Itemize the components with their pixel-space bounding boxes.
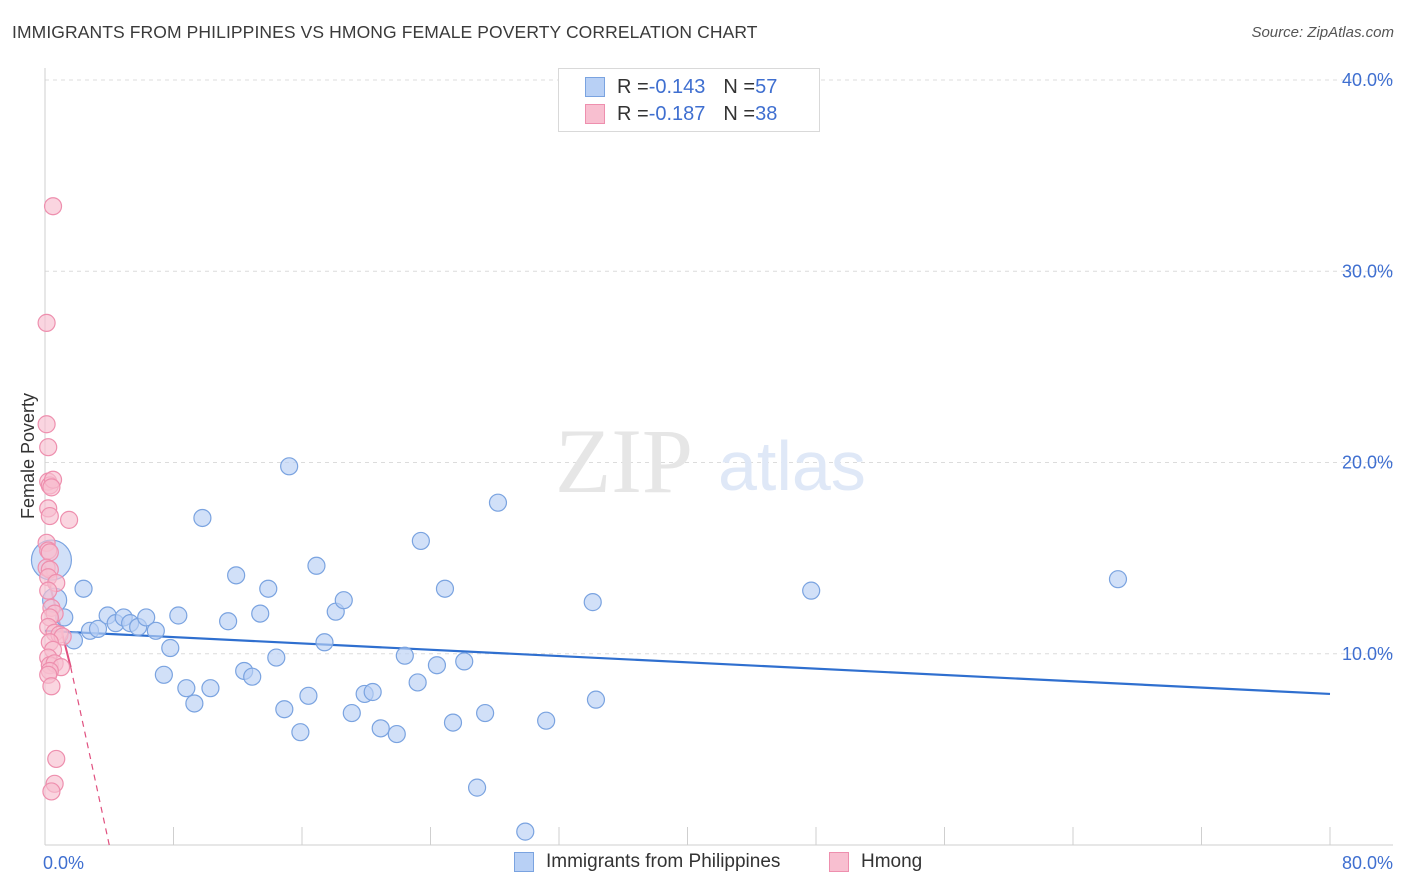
philippines-point [299,686,318,705]
philippines-point [259,579,278,598]
philippines-point [227,566,246,585]
philippines-point [280,457,299,476]
y-axis-label: Female Poverty [18,393,38,519]
n-label: N = [723,75,756,98]
philippines-point [137,608,156,627]
philippines-point [363,682,382,702]
philippines-point [586,690,606,709]
philippines-point [88,619,108,638]
philippines-point [516,822,535,841]
legend-item-hmong[interactable]: Hmong [829,851,922,873]
philippines-point [334,591,353,610]
philippines-legend-swatch [514,852,534,872]
tick-labels: 10.0% 20.0% 30.0% 40.0% 0.0% 80.0% [43,70,1393,873]
philippines-point [267,648,286,667]
philippines-point [371,719,390,738]
trend-lines [44,565,1331,846]
philippines-point [74,579,93,598]
legend-row-philippines: R = -0.143 N = 57 [585,75,777,99]
hmong-point [39,438,58,457]
philippines-point [387,724,406,744]
philippines-legend-label: Immigrants from Philippines [546,851,781,872]
philippines-point [169,606,188,625]
n-label: N = [723,102,756,125]
r-value-hmong: -0.187 [648,102,706,125]
philippines-point [395,646,414,665]
source-label: Source: ZipAtlas.com [1251,24,1394,41]
philippines-point [219,612,238,631]
philippines-point [161,638,180,658]
y-tick-label: 30.0% [1342,261,1393,281]
hmong-point [42,677,61,696]
philippines-trend-line [44,629,1331,696]
philippines-point [411,531,430,551]
hmong-point [40,506,59,526]
chart-title: IMMIGRANTS FROM PHILIPPINES VS HMONG FEM… [12,22,758,42]
n-value-philippines: 57 [755,75,778,98]
series-legend: Immigrants from Philippines Hmong [0,851,1406,879]
philippines-point [307,556,326,575]
hmong-point [37,313,56,332]
philippines-point [243,667,262,686]
philippines-point [476,703,495,723]
hmong-legend-swatch [829,852,849,872]
watermark-zip: ZIP [555,410,693,512]
x-tick-label-min: 0.0% [43,853,84,873]
stats-legend: R = -0.143 N = 57 R = -0.187 N = 38 [558,68,820,132]
hmong-legend-label: Hmong [861,851,923,872]
philippines-point [443,713,463,732]
philippines-point [408,673,427,692]
philippines-point [435,579,455,598]
philippines-point [467,778,487,797]
hmong-trend-extension [70,667,110,846]
philippines-point [251,604,270,623]
philippines-point [583,593,602,612]
philippines-point [291,723,310,742]
y-tick-label: 40.0% [1342,70,1393,90]
hmong-point [47,749,66,769]
hmong-point [39,581,58,600]
hmong-point [42,782,61,801]
hmong-point [40,543,59,562]
r-label: R = [617,75,649,98]
y-tick-label: 10.0% [1342,644,1393,664]
watermark-atlas: atlas [718,427,866,505]
x-tick-label-max: 80.0% [1342,853,1393,873]
philippines-point [193,508,212,528]
philippines-point [1108,570,1128,589]
r-label: R = [617,102,649,125]
philippines-point [177,679,196,698]
philippines-point [275,700,294,719]
data-points [30,197,1128,841]
hmong-point [42,478,61,497]
y-tick-label: 20.0% [1342,453,1393,473]
philippines-point [802,581,821,600]
philippines-point [146,621,165,640]
philippines-point [315,633,334,652]
philippines-point [342,703,361,723]
grid-lines [45,79,1393,655]
hmong-point [37,415,56,434]
philippines-swatch [585,77,605,97]
r-value-philippines: -0.143 [648,75,706,98]
legend-row-hmong: R = -0.187 N = 38 [585,102,777,126]
philippines-point [537,711,556,730]
hmong-point [43,197,63,216]
hmong-point [59,510,79,529]
n-value-hmong: 38 [755,102,778,125]
hmong-swatch [585,104,605,124]
legend-item-philippines[interactable]: Immigrants from Philippines [514,851,780,873]
philippines-point [455,652,474,671]
philippines-point [154,665,173,684]
philippines-point [488,493,508,512]
philippines-point [201,679,220,698]
philippines-point [427,656,447,675]
axes [44,68,1393,846]
philippines-point [185,694,204,713]
